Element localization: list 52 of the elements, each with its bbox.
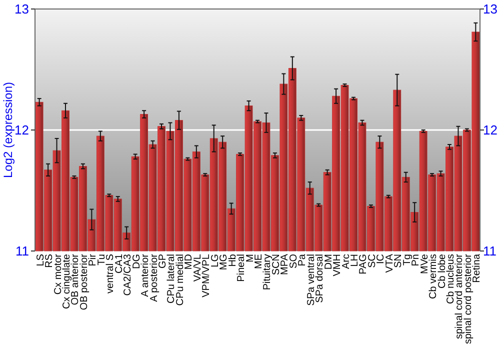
x-tick-label: GP <box>158 254 168 268</box>
x-tick-label: Tg <box>402 254 413 266</box>
x-tick-label: OB posterior <box>78 253 90 310</box>
y-axis-title: Log2 (expression) <box>1 82 15 178</box>
x-tick-label: SC <box>366 254 378 268</box>
x-tick-label: DM <box>323 254 334 270</box>
x-tick-label: VPM/VPL <box>201 254 212 298</box>
x-tick-label: Cb lobe <box>436 254 448 288</box>
x-tick-label: IC <box>376 254 387 264</box>
x-tick-label: RS <box>44 254 56 268</box>
x-tick-label: PAG <box>358 254 370 274</box>
x-tick-label: VA/VL <box>192 254 204 282</box>
x-tick-label: ME <box>254 254 264 269</box>
y2-tick-label: 12 <box>483 122 498 138</box>
x-tick-label: CA1 <box>114 254 125 274</box>
x-tick-label: Cb nucleus <box>446 254 456 304</box>
x-tick-label: VTA <box>384 254 396 273</box>
x-tick-label: Arc <box>340 254 352 269</box>
x-tick-label: LS <box>35 254 46 266</box>
x-tick-label: Pituitary <box>262 254 274 290</box>
x-tick-label: spinal cord anterior <box>454 253 466 340</box>
x-tick-label: Tu <box>96 254 108 266</box>
x-tick-label: A anterior <box>140 253 152 297</box>
x-tick-label: Pn <box>410 254 422 266</box>
x-tick-label: VMH <box>332 254 344 276</box>
y-tick-label: 11 <box>16 244 29 259</box>
x-tick-label: LG <box>210 254 221 268</box>
x-tick-label: MPA <box>280 254 291 275</box>
x-tick-label: SO <box>288 254 300 268</box>
x-tick-label: Pineal <box>236 254 248 282</box>
x-tick-label: SN <box>393 254 404 268</box>
x-tick-label: MVe <box>419 254 430 274</box>
x-tick-label: Retina <box>472 254 483 283</box>
x-tick-label: spinal cord posterior <box>462 253 474 344</box>
x-tick-label: ventral S <box>105 254 116 294</box>
x-tick-label: Pir <box>88 253 99 266</box>
x-tick-label: M <box>244 254 256 262</box>
x-tick-label: SCN <box>270 254 282 276</box>
x-tick-label: DG <box>131 254 142 269</box>
y2-tick-label: 11 <box>483 244 496 259</box>
x-tick-label: CA2/CA3 <box>122 254 134 296</box>
y-tick-label: 12 <box>14 122 29 138</box>
y-tick-label: 13 <box>14 2 29 17</box>
x-tick-label: OB anterior <box>70 253 82 306</box>
x-tick-label: LH <box>350 254 360 267</box>
x-tick-label: Pa <box>297 254 308 266</box>
x-tick-label: Cx cingulate <box>62 254 72 310</box>
y2-tick-label: 13 <box>483 2 498 17</box>
x-tick-label: CPu medial <box>174 254 186 306</box>
x-tick-label: Hb <box>227 254 238 267</box>
x-tick-label: SPa dorsal <box>314 254 326 303</box>
x-tick-label: A posterior <box>148 253 160 302</box>
